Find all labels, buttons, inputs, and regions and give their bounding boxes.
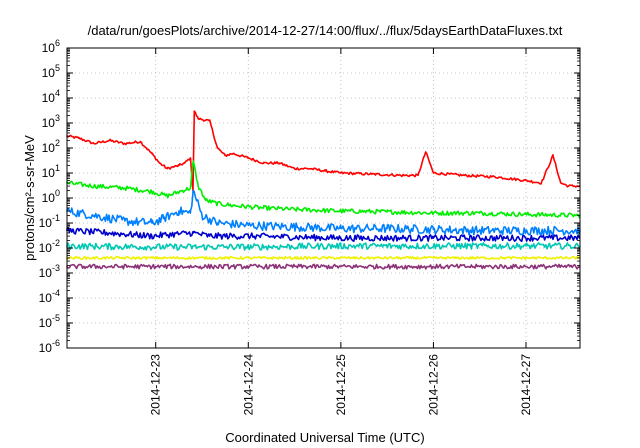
y-tick-label: 105 bbox=[42, 63, 60, 80]
series-line-1 bbox=[66, 110, 581, 192]
y-tick-label: 102 bbox=[42, 138, 60, 155]
y-tick-label: 10-5 bbox=[39, 313, 60, 330]
x-axis-title: Coordinated Universal Time (UTC) bbox=[225, 430, 424, 445]
x-tick-label: 2014-12-26 bbox=[426, 354, 440, 416]
x-axis-ticks: 2014-12-23 2014-12-24 2014-12-25 2014-12-26… bbox=[149, 48, 533, 415]
y-tick-label: 10-2 bbox=[39, 238, 60, 255]
x-tick-label: 2014-12-23 bbox=[149, 354, 163, 416]
x-tick-label: 2014-12-24 bbox=[241, 354, 255, 416]
series-line-3 bbox=[66, 189, 581, 236]
y-tick-label: 104 bbox=[42, 88, 60, 105]
y-axis-title: protons/cm²-s-sr-MeV bbox=[22, 135, 37, 261]
series-line-6 bbox=[66, 255, 581, 261]
series-group bbox=[66, 110, 581, 270]
y-tick-label: 100 bbox=[42, 188, 60, 205]
series-line-2 bbox=[66, 160, 581, 219]
y-tick-label: 106 bbox=[42, 38, 60, 55]
series-line-7 bbox=[66, 263, 581, 270]
y-tick-label: 10-4 bbox=[39, 288, 60, 305]
grid bbox=[67, 48, 580, 348]
y-tick-label: 101 bbox=[42, 163, 60, 180]
series-line-5 bbox=[66, 242, 581, 251]
x-tick-label: 2014-12-27 bbox=[519, 354, 533, 416]
y-tick-label: 10-6 bbox=[39, 338, 60, 355]
y-tick-label: 103 bbox=[42, 113, 60, 130]
series-line-4 bbox=[66, 226, 581, 242]
y-tick-label: 10-1 bbox=[39, 213, 60, 230]
chart-title: /data/run/goesPlots/archive/2014-12-27/1… bbox=[88, 23, 563, 38]
x-tick-label: 2014-12-25 bbox=[334, 354, 348, 416]
y-tick-label: 10-3 bbox=[39, 263, 60, 280]
y-axis-ticks: 10-6 10-5 10-4 10-3 10-2 10-1 100 101 102 103 104 1… bbox=[39, 38, 580, 355]
